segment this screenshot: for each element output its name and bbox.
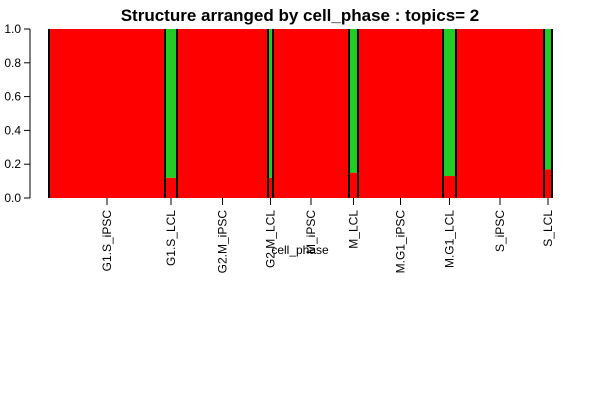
bar-segment-G1.S_iPSC-s0 [49, 29, 165, 198]
bar-segment-M.G1_LCL-s0 [443, 176, 456, 198]
bar-segment-G1.S_LCL-s0 [165, 177, 177, 198]
x-tick-label: M_iPSC [304, 210, 318, 254]
y-tick-label: 0.6 [4, 90, 21, 104]
bar-segment-S_iPSC-s0 [456, 29, 544, 198]
y-tick-label: 0.4 [4, 123, 21, 137]
y-axis: 0.0 0.2 0.4 0.6 0.8 1.0 [4, 22, 31, 205]
bar-segment-M_iPSC-s0 [273, 29, 349, 198]
bar-segment-M.G1_iPSC-s0 [358, 29, 443, 198]
plot-area [48, 29, 553, 198]
bar-segment-S_LCL-s1 [544, 29, 552, 170]
x-tick-label: S_LCL [541, 210, 555, 247]
x-tick-label: M_LCL [347, 210, 361, 249]
bar-segment-M_LCL-s1 [349, 29, 358, 173]
bar-segment-G2.M_LCL-s0 [268, 177, 273, 198]
bar-segment-M_LCL-s0 [349, 172, 358, 198]
chart-title: Structure arranged by cell_phase : topic… [121, 6, 480, 25]
x-tick-label: G2.M_LCL [264, 210, 278, 268]
bar-segment-S_LCL-s0 [544, 169, 552, 198]
x-tick-label: M.G1_LCL [443, 210, 457, 268]
x-axis-label: cell_phase [271, 243, 329, 257]
bar-segment-M.G1_LCL-s1 [443, 29, 456, 177]
bar-segment-G1.S_LCL-s1 [165, 29, 177, 178]
bar-segment-G2.M_LCL-s1 [268, 29, 273, 178]
y-tick-label: 0.2 [4, 157, 21, 171]
y-tick-label: 1.0 [4, 22, 21, 36]
x-tick-label: G1.S_LCL [164, 210, 178, 266]
x-tick-label: G1.S_iPSC [100, 210, 114, 272]
x-tick-label: M.G1_iPSC [394, 210, 408, 274]
y-tick-label: 0.8 [4, 56, 21, 70]
y-tick-label: 0.0 [4, 191, 21, 205]
x-axis: G1.S_iPSC G1.S_LCL G2.M_iPSC G2.M_LCL M_iPSC… [100, 198, 555, 273]
bar-segment-G2.M_iPSC-s0 [177, 29, 268, 198]
x-tick-label: G2.M_iPSC [216, 210, 230, 274]
x-tick-label: S_iPSC [493, 210, 507, 252]
